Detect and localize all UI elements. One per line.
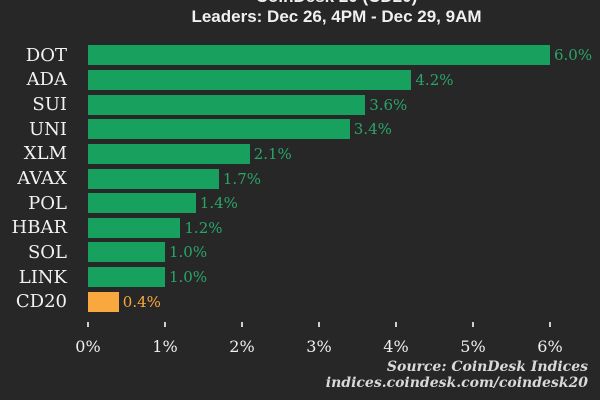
x-axis-tick-mark bbox=[164, 322, 166, 327]
bar bbox=[88, 217, 181, 238]
bar-row: ADA 4.2% bbox=[0, 68, 600, 93]
category-label: UNI bbox=[28, 118, 67, 140]
value-label: 3.6% bbox=[369, 95, 408, 114]
bar bbox=[88, 291, 119, 312]
category-label: DOT bbox=[25, 44, 67, 66]
x-axis-tick-label: 2% bbox=[229, 337, 255, 356]
value-label: 1.2% bbox=[184, 218, 223, 237]
bar-rows: DOT 6.0% ADA 4.2% SUI 3.6% UNI 3.4% XLM 2.1% AVAX 1… bbox=[0, 43, 600, 314]
bar-row: AVAX 1.7% bbox=[0, 166, 600, 191]
x-axis-tick-label: 5% bbox=[460, 337, 486, 356]
bar bbox=[88, 119, 350, 140]
x-axis-tick-label: 3% bbox=[306, 337, 332, 356]
category-label: ADA bbox=[26, 69, 67, 91]
category-label: HBAR bbox=[11, 217, 67, 239]
bar-row: SUI 3.6% bbox=[0, 92, 600, 117]
chart-subtitle: Leaders: Dec 26, 4PM - Dec 29, 9AM bbox=[191, 7, 482, 26]
x-axis-tick-mark bbox=[87, 322, 89, 327]
bar bbox=[88, 168, 219, 189]
category-label: SUI bbox=[32, 94, 67, 116]
source-text: Source: CoinDesk Indices bbox=[386, 359, 588, 375]
value-label: 1.7% bbox=[222, 169, 261, 188]
x-axis-tick-label: 6% bbox=[537, 337, 563, 356]
bar-row: HBAR 1.2% bbox=[0, 215, 600, 240]
value-label: 2.1% bbox=[253, 144, 292, 163]
x-axis-tick-label: 0% bbox=[75, 337, 101, 356]
value-label: 4.2% bbox=[415, 70, 454, 89]
value-label: 3.4% bbox=[353, 120, 392, 139]
category-label: LINK bbox=[18, 266, 67, 288]
value-label: 0.4% bbox=[122, 292, 161, 311]
bar bbox=[88, 267, 165, 288]
value-label: 1.0% bbox=[169, 268, 208, 287]
category-label: CD20 bbox=[15, 291, 67, 313]
value-label: 6.0% bbox=[554, 46, 593, 65]
bar bbox=[88, 242, 165, 263]
category-label: XLM bbox=[23, 143, 67, 165]
x-axis-tick-mark bbox=[395, 322, 397, 327]
chart-title: CoinDesk 20 (CD20) bbox=[88, 0, 585, 7]
source-attribution: Source: CoinDesk Indices indices.coindes… bbox=[326, 359, 588, 391]
x-axis-tick-mark bbox=[241, 322, 243, 327]
bar bbox=[88, 45, 550, 66]
bar-row: SOL 1.0% bbox=[0, 240, 600, 265]
value-label: 1.4% bbox=[199, 194, 238, 213]
bar bbox=[88, 69, 412, 90]
category-label: POL bbox=[28, 192, 67, 214]
source-url: indices.coindesk.com/coindesk20 bbox=[325, 375, 588, 391]
bar bbox=[88, 143, 250, 164]
x-axis-tick-mark bbox=[472, 322, 474, 327]
bar-row: CD20 0.4% bbox=[0, 289, 600, 314]
value-label: 1.0% bbox=[169, 243, 208, 262]
category-label: SOL bbox=[27, 241, 67, 263]
bar bbox=[88, 94, 366, 115]
x-axis-tick-label: 1% bbox=[152, 337, 178, 356]
x-axis-tick-mark bbox=[549, 322, 551, 327]
bar-row: XLM 2.1% bbox=[0, 142, 600, 167]
bar-row: DOT 6.0% bbox=[0, 43, 600, 68]
x-axis-tick-mark bbox=[318, 322, 320, 327]
bar-row: LINK 1.0% bbox=[0, 265, 600, 290]
category-label: AVAX bbox=[17, 168, 67, 190]
bar-row: POL 1.4% bbox=[0, 191, 600, 216]
x-axis-tick-label: 4% bbox=[383, 337, 409, 356]
bar-row: UNI 3.4% bbox=[0, 117, 600, 142]
bar bbox=[88, 193, 196, 214]
